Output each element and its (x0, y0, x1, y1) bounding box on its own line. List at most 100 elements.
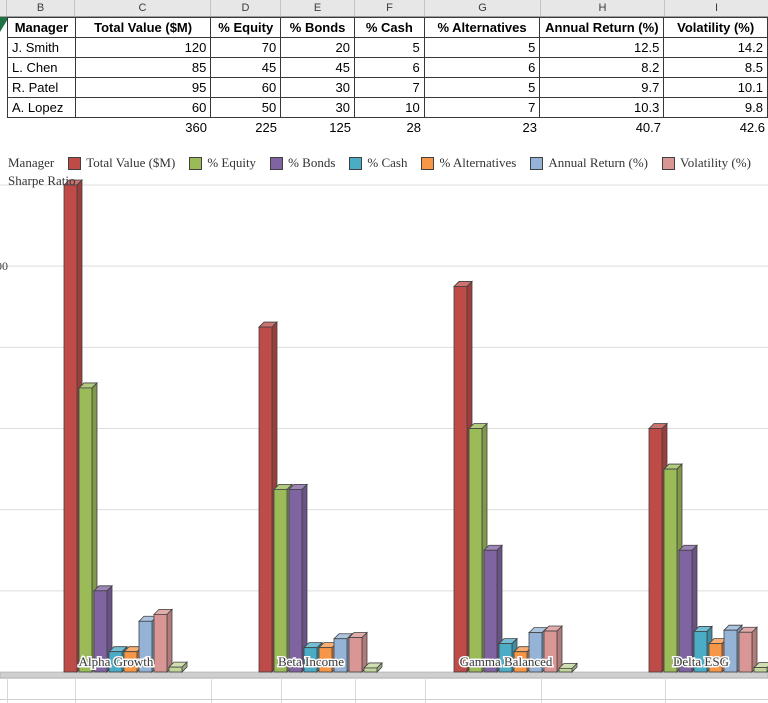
column-letter[interactable]: G (425, 0, 541, 16)
chart-bar[interactable] (678, 544, 698, 673)
chart-bar[interactable] (468, 422, 488, 673)
table-header-cell[interactable]: Annual Return (%) (539, 17, 665, 38)
table-cell[interactable]: R. Patel (7, 77, 76, 98)
chart-bar[interactable] (558, 662, 578, 673)
legend-label: % Alternatives (439, 155, 517, 170)
legend-swatch-icon (349, 156, 363, 170)
table-header-cell[interactable]: Volatility (%) (663, 17, 768, 38)
chart-bar[interactable] (693, 625, 713, 673)
totals-cell[interactable]: 360 (185, 120, 207, 135)
chart-bar[interactable] (168, 661, 188, 673)
column-letter[interactable]: C (75, 0, 211, 16)
gridline-vertical (355, 678, 356, 703)
column-letter[interactable]: D (211, 0, 281, 16)
table-cell[interactable]: 9.7 (539, 77, 665, 98)
table-cell[interactable]: 45 (210, 57, 282, 78)
table-cell[interactable]: 8.2 (539, 57, 665, 78)
totals-cell[interactable]: 42.6 (739, 120, 765, 135)
legend-swatch-icon (421, 156, 435, 170)
table-cell[interactable]: 8.5 (663, 57, 768, 78)
table-header-cell[interactable]: Total Value ($M) (74, 17, 212, 38)
category-label: Alpha Growth (79, 654, 154, 669)
table-cell[interactable]: 10.3 (539, 97, 665, 118)
column-letter[interactable]: B (7, 0, 75, 16)
table-cell[interactable]: L. Chen (7, 57, 76, 78)
table-cell[interactable]: 10 (354, 97, 425, 118)
table-header-cell[interactable]: % Bonds (280, 17, 355, 38)
legend-swatch-icon (662, 156, 676, 170)
chart-bar[interactable] (363, 661, 383, 673)
column-letter[interactable]: F (355, 0, 425, 16)
table-row: R. Patel 95 60 30 7 5 9.7 10.1 (7, 77, 768, 98)
chart-bar[interactable] (483, 544, 503, 673)
chart-bar[interactable] (288, 483, 308, 673)
table-cell[interactable]: 9.8 (663, 97, 768, 118)
gridline-vertical (281, 678, 282, 703)
table-cell[interactable]: 5 (423, 37, 541, 58)
table-cell[interactable]: 60 (74, 97, 212, 118)
totals-cell[interactable]: 23 (522, 120, 537, 135)
table-cell[interactable]: 95 (74, 77, 212, 98)
legend-item[interactable]: Volatility (%) (662, 155, 751, 171)
table-cell[interactable]: 7 (423, 97, 541, 118)
gridline-vertical (7, 678, 8, 703)
column-letter[interactable]: E (281, 0, 355, 16)
table-header-cell[interactable]: % Cash (354, 17, 425, 38)
totals-cell[interactable]: 40.7 (635, 120, 661, 135)
chart-bar[interactable] (738, 626, 758, 673)
chart-legend-row2[interactable]: Sharpe Ratio (8, 173, 76, 189)
table-cell[interactable]: 30 (280, 77, 355, 98)
table-cell[interactable]: 6 (423, 57, 541, 78)
legend-item[interactable]: Annual Return (%) (530, 155, 648, 171)
chart-bar[interactable] (753, 662, 768, 673)
table-cell[interactable]: 10.1 (663, 77, 768, 98)
column-letter[interactable]: I (665, 0, 768, 16)
selection-corner-icon (0, 17, 9, 32)
chart-bar[interactable] (543, 625, 563, 673)
table-cell[interactable]: J. Smith (7, 37, 76, 58)
totals-cell[interactable] (7, 118, 75, 138)
table-cell[interactable]: 85 (74, 57, 212, 78)
totals-row: 360 225 125 28 23 40.7 42.6 (7, 118, 768, 138)
table-cell[interactable]: 120 (74, 37, 212, 58)
table-cell[interactable]: 7 (354, 77, 425, 98)
legend-item[interactable]: Total Value ($M) (68, 155, 175, 171)
portfolio-table: Manager Total Value ($M)% Equity% Bonds% … (7, 17, 768, 118)
legend-item[interactable]: % Alternatives (421, 155, 516, 171)
gridline-horizontal (0, 678, 768, 679)
table-cell[interactable]: 50 (210, 97, 282, 118)
table-cell[interactable]: 20 (280, 37, 355, 58)
legend-item[interactable]: % Equity (189, 155, 256, 171)
legend-item[interactable]: % Cash (349, 155, 407, 171)
chart-legend-row1: Manager Total Value ($M) % Equity % Bonds%… (8, 155, 768, 171)
table-cell[interactable]: 5 (354, 37, 425, 58)
column-letter[interactable]: H (541, 0, 665, 16)
category-label: Beta Income (278, 654, 344, 669)
totals-cell[interactable]: 28 (406, 120, 421, 135)
table-cell[interactable]: 6 (354, 57, 425, 78)
table-cell[interactable]: 12.5 (539, 37, 665, 58)
gridline-vertical (425, 678, 426, 703)
totals-cell[interactable]: 125 (329, 120, 351, 135)
chart-bar[interactable] (348, 631, 368, 673)
table-row: J. Smith 120 70 20 5 5 12.5 14.2 (7, 37, 768, 58)
table-header-cell[interactable]: % Alternatives (423, 17, 541, 38)
table-cell[interactable]: A. Lopez (7, 97, 76, 118)
table-header-cell[interactable]: % Equity (210, 17, 282, 38)
table-cell[interactable]: 30 (280, 97, 355, 118)
table-cell[interactable]: 45 (280, 57, 355, 78)
legend-label: Volatility (%) (680, 155, 751, 170)
table-cell[interactable]: 14.2 (663, 37, 768, 58)
chart[interactable]: Alpha Growth Beta Income Gamma Balanced Del… (0, 148, 768, 678)
y-axis-tick-label: 100 (0, 259, 8, 273)
table-cell[interactable]: 70 (210, 37, 282, 58)
table-cell[interactable]: 60 (210, 77, 282, 98)
chart-bar[interactable] (663, 463, 683, 673)
legend-item[interactable]: % Bonds (270, 155, 335, 171)
table-header-cell[interactable]: Manager (7, 17, 76, 38)
chart-bar[interactable] (153, 608, 173, 673)
table-cell[interactable]: 5 (423, 77, 541, 98)
totals-cell[interactable]: 225 (255, 120, 277, 135)
gridline-vertical (75, 678, 76, 703)
